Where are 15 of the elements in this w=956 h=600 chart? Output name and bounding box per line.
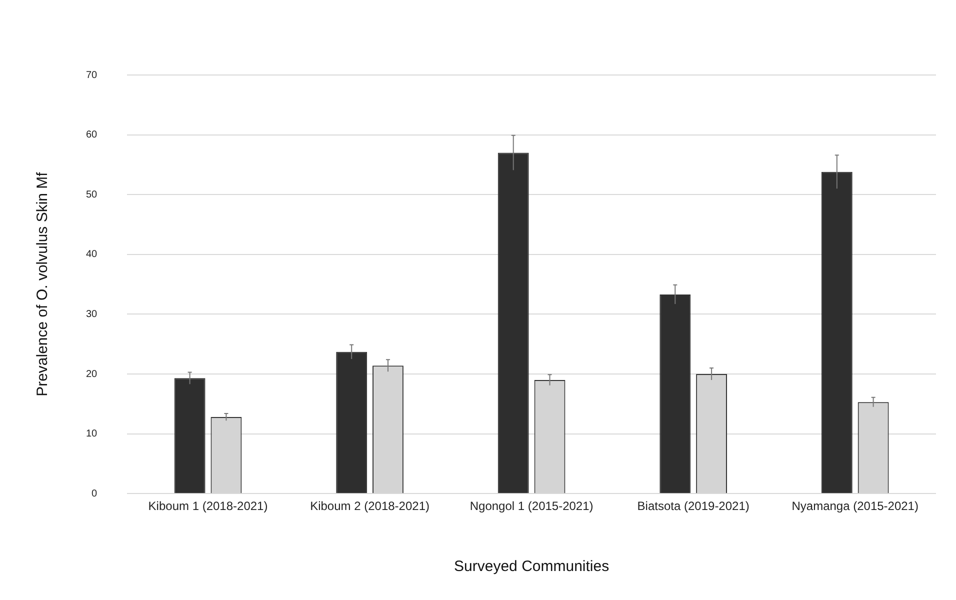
x-tick-label: Nyamanga (2015-2021)	[792, 499, 918, 514]
y-tick-label: 70	[86, 70, 98, 81]
x-axis-title: Surveyed Communities	[454, 558, 610, 576]
y-tick-label: 20	[86, 368, 98, 380]
x-tick-label: Kiboum 1 (2018-2021)	[148, 499, 268, 514]
x-tick-label: Kiboum 2 (2018-2021)	[310, 499, 430, 514]
y-tick-label: 40	[86, 249, 98, 260]
y-tick-label: 30	[86, 308, 98, 320]
y-tick-label: 0	[92, 488, 98, 500]
y-tick-label: 60	[86, 130, 98, 141]
y-axis-title: Prevalence of O. volvulus Skin Mf	[34, 171, 52, 396]
y-tick-label: 50	[86, 189, 98, 200]
x-tick-label: Ngongol 1 (2015-2021)	[470, 499, 594, 514]
y-tick-label: 10	[86, 428, 98, 440]
x-tick-label: Biatsota (2019-2021)	[637, 499, 750, 514]
